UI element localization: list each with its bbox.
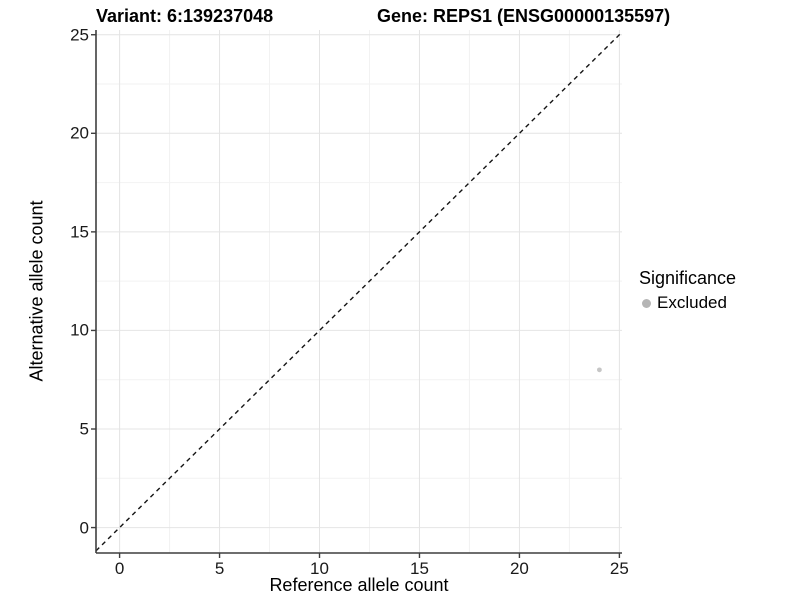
y-tick-label: 5 (79, 419, 89, 439)
y-tick-label: 25 (70, 25, 89, 45)
variant-title: Variant: 6:139237048 (96, 6, 274, 26)
x-tick-label: 10 (310, 559, 329, 578)
x-axis-title: Reference allele count (269, 575, 449, 595)
y-tick-label: 0 (79, 518, 89, 538)
legend: Significance Excluded (639, 268, 736, 313)
legend-items: Excluded (639, 293, 736, 313)
legend-item-label: Excluded (657, 293, 727, 312)
y-tick-label: 10 (70, 320, 89, 340)
y-tick-label: 20 (70, 123, 89, 143)
x-tick-label: 5 (214, 559, 225, 578)
legend-marker-circle-icon (642, 298, 651, 308)
x-tick-label: 15 (410, 559, 429, 578)
x-tick-label: 0 (114, 559, 125, 578)
data-point (597, 367, 602, 373)
legend-title: Significance (639, 268, 737, 288)
gene-title: Gene: REPS1 (ENSG00000135597) (377, 6, 671, 26)
legend-item: Excluded (639, 293, 736, 313)
x-tick-label: 25 (609, 559, 629, 578)
x-tick-label: 20 (509, 559, 529, 578)
y-axis-title: Alternative allele count (26, 200, 47, 382)
y-tick-label: 15 (70, 222, 89, 242)
identity-line (95, 31, 623, 552)
